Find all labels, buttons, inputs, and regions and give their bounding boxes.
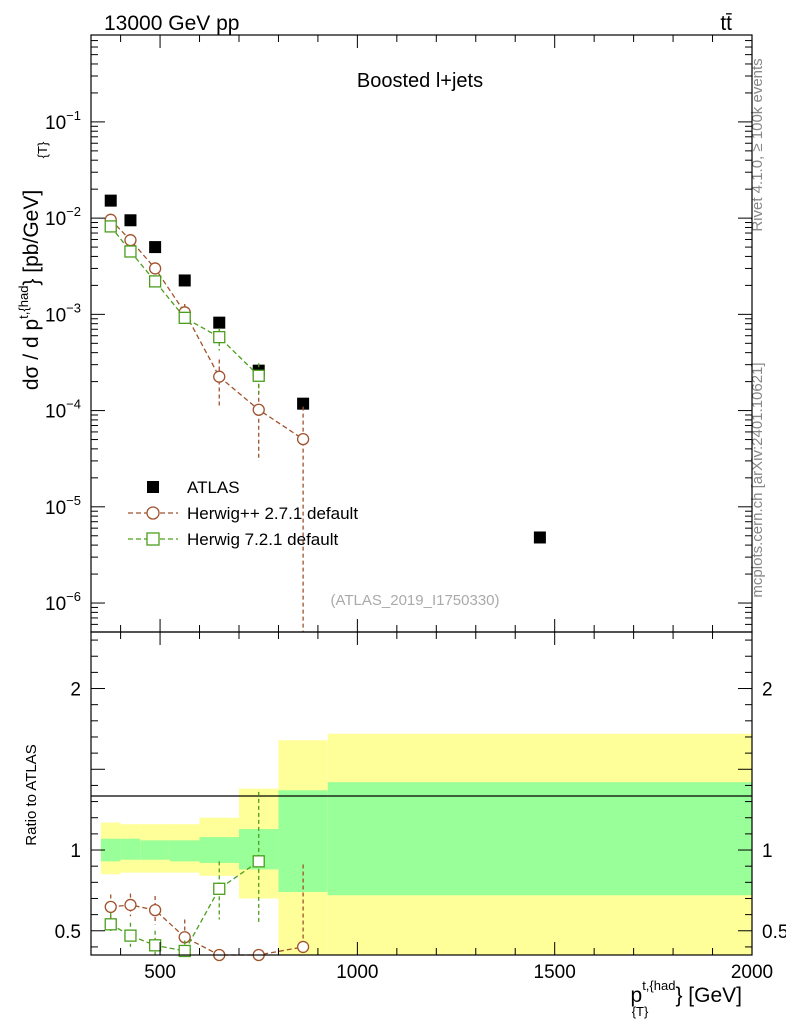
main-y-tick-mantissa: 10 (45, 402, 66, 423)
herwig7-ratio-point (104, 918, 117, 931)
ratio-y-tick-label: 2 (70, 680, 81, 701)
ratio-y-tick-label-right: 2 (762, 680, 773, 701)
side-mcplots-label: mcplots.cern.ch [arXiv:2401.10621] (749, 362, 766, 597)
x-axis-label-tail: } [GeV] (675, 984, 742, 1007)
herwig7-point (124, 245, 137, 258)
main-y-axis-label-sub: {T} (35, 141, 50, 158)
ratio-y-tick-label-right: 1 (762, 841, 773, 862)
atlas-point (297, 397, 310, 410)
atlas-point (533, 531, 546, 544)
legend-marker-herwig7 (146, 532, 160, 546)
x-tick-labels: 500 1000 1500 2000 (144, 962, 773, 983)
x-tick-label: 1500 (534, 962, 576, 983)
ratio-y-axis-label: Ratio to ATLAS (23, 744, 40, 845)
ratio-y-tick-label-right: 0.5 (762, 922, 786, 943)
herwig7-point (252, 369, 265, 382)
ratio-band-stat (278, 790, 328, 893)
main-y-axis-label: dσ / d pt,{had} [pb/GeV] (16, 190, 43, 390)
herwig7-ratio-point (178, 944, 191, 958)
main-y-axis-label-main: dσ / d p (20, 319, 43, 390)
herwig7-ratio-point (213, 882, 226, 895)
herwig7-ratio-point (124, 929, 137, 942)
ratio-axes-group: 0.5 0.5 1 1 2 2 (55, 632, 786, 955)
main-y-tick-label: 10−6 (45, 589, 81, 615)
main-axes-group: 10−610−510−410−310−210−1 (45, 34, 753, 633)
herwig7-point (104, 220, 117, 233)
atlas-point (213, 316, 226, 329)
main-y-tick-label: 10−1 (45, 108, 81, 134)
herwigpp-point (296, 432, 310, 446)
x-tick-label: 500 (144, 962, 176, 983)
main-y-tick-exponent: −4 (66, 397, 81, 412)
ratio-band-stat (100, 838, 121, 862)
herwigpp-point (213, 370, 226, 383)
legend-marker-atlas (147, 481, 159, 493)
herwigpp-point (124, 234, 137, 247)
herwig7-ratio-point (148, 939, 162, 952)
atlas-point (178, 274, 191, 287)
main-y-tick-exponent: −6 (66, 589, 81, 604)
x-axis-label-main: p (631, 984, 643, 1007)
header-process-label: tt̄ (720, 12, 732, 35)
main-panel: Boosted l+jets (ATLAS_2019_I1750330) 10−… (45, 34, 753, 633)
main-y-axis-label-tail: } [pb/GeV] (20, 190, 43, 286)
atlas-point (149, 241, 162, 254)
herwigpp-ratio-point (148, 903, 162, 917)
main-y-tick-label: 10−2 (45, 204, 81, 230)
main-y-tick-mantissa: 10 (45, 305, 66, 326)
main-y-tick-label: 10−5 (45, 493, 81, 519)
ratio-band-stat (120, 838, 141, 860)
x-tick-label: 1000 (336, 962, 378, 983)
ratio-band-stat (327, 782, 752, 896)
main-y-tick-exponent: −2 (66, 204, 81, 219)
main-y-tick-mantissa: 10 (45, 498, 66, 519)
atlas-point (104, 194, 117, 207)
herwigpp-ratio-point (104, 900, 117, 914)
ratio-frame (90, 631, 753, 956)
main-y-tick-label: 10−3 (45, 300, 81, 326)
main-y-axis-label-sup: t,{had (16, 286, 31, 319)
atlas-point (124, 214, 137, 227)
legend-marker-herwigpp (146, 506, 160, 520)
x-tick-label: 2000 (731, 962, 773, 983)
ratio-band-stat (199, 837, 239, 863)
main-y-tick-exponent: −1 (66, 108, 81, 123)
herwigpp-ratio-point (124, 898, 137, 912)
legend-label-herwigpp: Herwig++ 2.7.1 default (187, 504, 358, 523)
herwig7-point (148, 275, 162, 288)
analysis-tag: (ATLAS_2019_I1750330) (330, 592, 499, 609)
herwig7-point (178, 311, 191, 324)
herwigpp-point (252, 403, 265, 416)
legend: ATLAS Herwig++ 2.7.1 default Herwig 7.2.… (128, 478, 358, 549)
main-y-tick-mantissa: 10 (45, 113, 66, 134)
x-axis-label: pt,{had} [GeV] (631, 978, 743, 1007)
herwig7-ratio-point (252, 855, 265, 868)
ratio-band-stat (169, 840, 200, 862)
ratio-series-group (104, 791, 310, 962)
main-y-tick-mantissa: 10 (45, 209, 66, 230)
legend-label-herwig7: Herwig 7.2.1 default (187, 530, 338, 549)
main-series-group (104, 194, 546, 632)
herwigpp-point (148, 262, 162, 275)
main-y-tick-mantissa: 10 (45, 594, 66, 615)
side-rivet-label: Rivet 4.1.0, ≥ 100k events (749, 58, 766, 231)
x-axis-label-sup: t,{had (642, 978, 675, 993)
legend-label-atlas: ATLAS (187, 478, 240, 497)
x-axis-label-sub: {T} (632, 1004, 649, 1019)
main-y-tick-exponent: −3 (66, 300, 81, 315)
herwigpp-ratio-point (296, 940, 310, 954)
main-y-tick-label: 10−4 (45, 397, 81, 423)
chart-title: Boosted l+jets (357, 70, 483, 92)
ratio-band-stat (140, 840, 170, 860)
ratio-panel: 0.5 0.5 1 1 2 2 (55, 631, 786, 962)
ratio-y-tick-label: 0.5 (55, 922, 81, 943)
header-collision-label: 13000 GeV pp (104, 12, 239, 35)
main-y-tick-exponent: −5 (66, 493, 81, 508)
herwig7-point (213, 330, 226, 344)
ratio-y-tick-label: 1 (70, 841, 81, 862)
